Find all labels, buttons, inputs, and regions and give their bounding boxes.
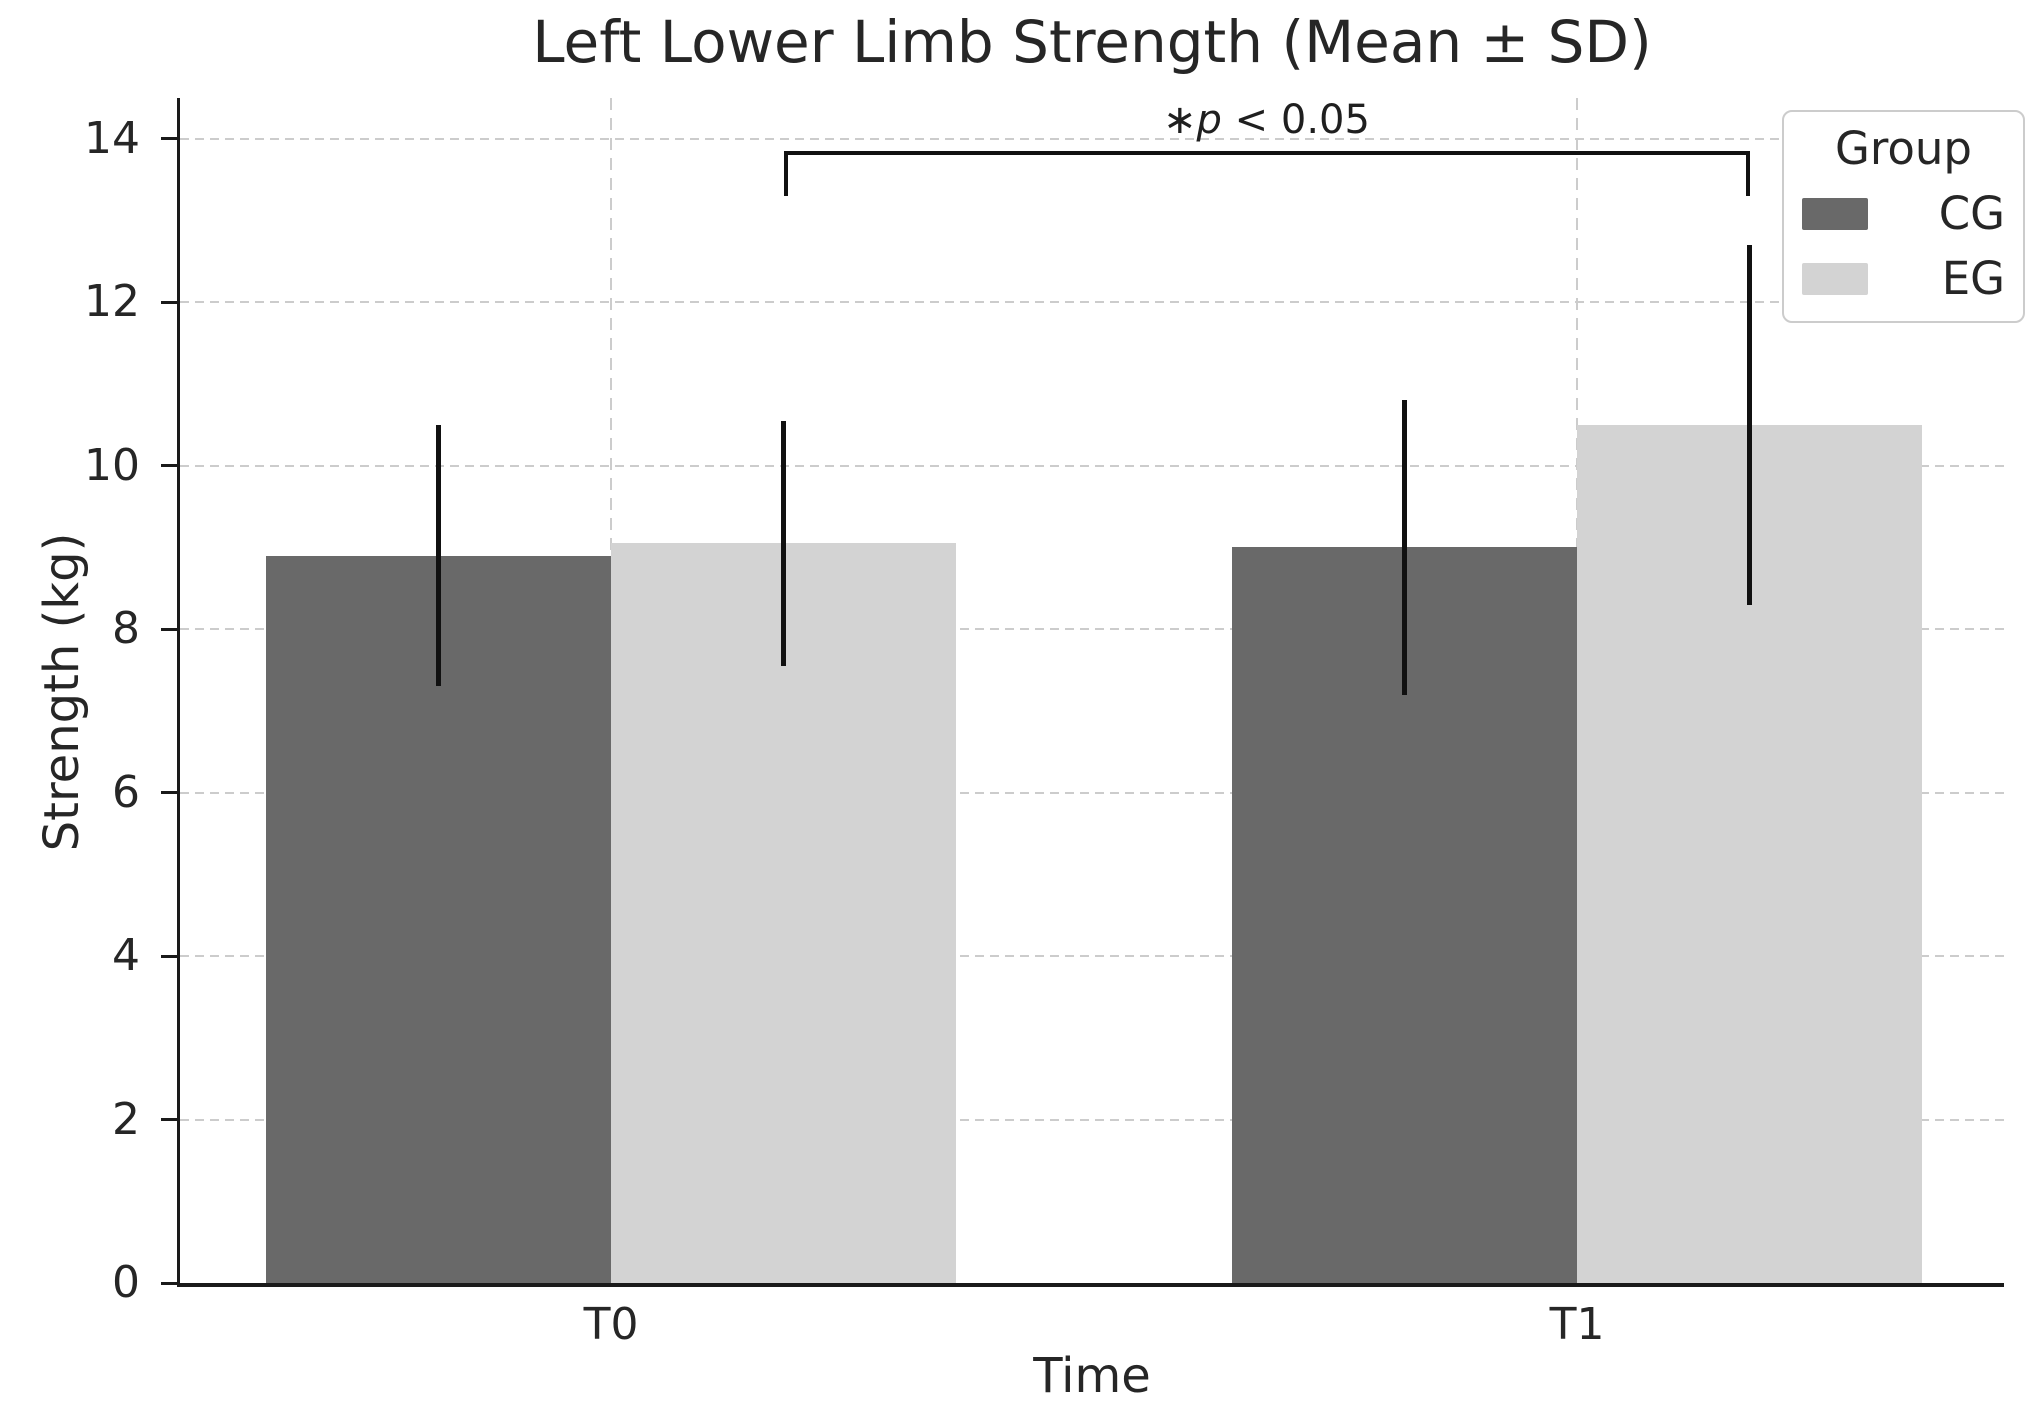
chart-title: Left Lower Limb Strength (Mean ± SD) <box>532 8 1652 76</box>
y-tick-label-6: 6 <box>112 766 140 818</box>
legend-swatch-cg-icon <box>1802 197 1868 230</box>
error-bar-CG-T0 <box>436 424 441 687</box>
legend-item-cg: CG <box>1802 187 2005 240</box>
legend: Group CG EG <box>1782 110 2025 323</box>
y-tick-mark-14 <box>161 137 177 141</box>
gridline-horizontal-10 <box>180 464 2004 467</box>
y-tick-mark-4 <box>161 954 177 958</box>
y-tick-label-12: 12 <box>84 276 140 328</box>
gridline-horizontal-8 <box>180 628 2004 631</box>
y-tick-mark-6 <box>161 791 177 795</box>
legend-swatch-eg-icon <box>1802 262 1868 295</box>
x-tick-label-T0: T0 <box>583 1299 639 1350</box>
gridline-horizontal-4 <box>180 955 2004 958</box>
gridline-horizontal-2 <box>180 1118 2004 1121</box>
gridline-horizontal-6 <box>180 791 2004 794</box>
y-tick-mark-10 <box>161 464 177 468</box>
plot-area: ∗p < 0.05 0 2 4 6 8 10 12 14 T0 T1 <box>84 97 2004 1350</box>
error-bar-EG-T1 <box>1747 245 1752 605</box>
legend-item-eg: EG <box>1802 252 2005 305</box>
gridline-horizontal-12 <box>180 301 2004 304</box>
significance-comparison: < 0.05 <box>1221 97 1370 144</box>
y-tick-mark-0 <box>161 1281 177 1285</box>
y-tick-label-14: 14 <box>84 112 140 164</box>
y-tick-label-4: 4 <box>112 930 140 982</box>
y-tick-mark-2 <box>161 1118 177 1122</box>
legend-label-eg: EG <box>1941 252 2005 305</box>
significance-p-variable: p <box>1196 97 1222 144</box>
significance-bracket <box>783 151 1750 197</box>
gridline-horizontal-14 <box>180 137 2004 140</box>
x-axis-label: Time <box>1033 1348 1151 1404</box>
y-tick-label-10: 10 <box>84 439 140 491</box>
error-bar-CG-T1 <box>1402 400 1407 695</box>
significance-star: ∗ <box>1163 97 1197 144</box>
significance-label: ∗p < 0.05 <box>1067 97 1467 143</box>
x-axis-spine <box>177 1283 2004 1287</box>
legend-title: Group <box>1835 122 1972 175</box>
y-tick-label-0: 0 <box>112 1257 140 1308</box>
y-tick-label-2: 2 <box>112 1093 140 1145</box>
legend-label-cg: CG <box>1938 187 2005 240</box>
error-bar-EG-T0 <box>781 420 786 666</box>
y-axis-spine <box>177 98 180 1287</box>
y-tick-mark-8 <box>161 627 177 631</box>
bar-EG-T0 <box>611 543 956 1283</box>
x-tick-label-T1: T1 <box>1549 1299 1605 1350</box>
y-tick-label-8: 8 <box>112 603 140 655</box>
y-tick-mark-12 <box>161 300 177 304</box>
